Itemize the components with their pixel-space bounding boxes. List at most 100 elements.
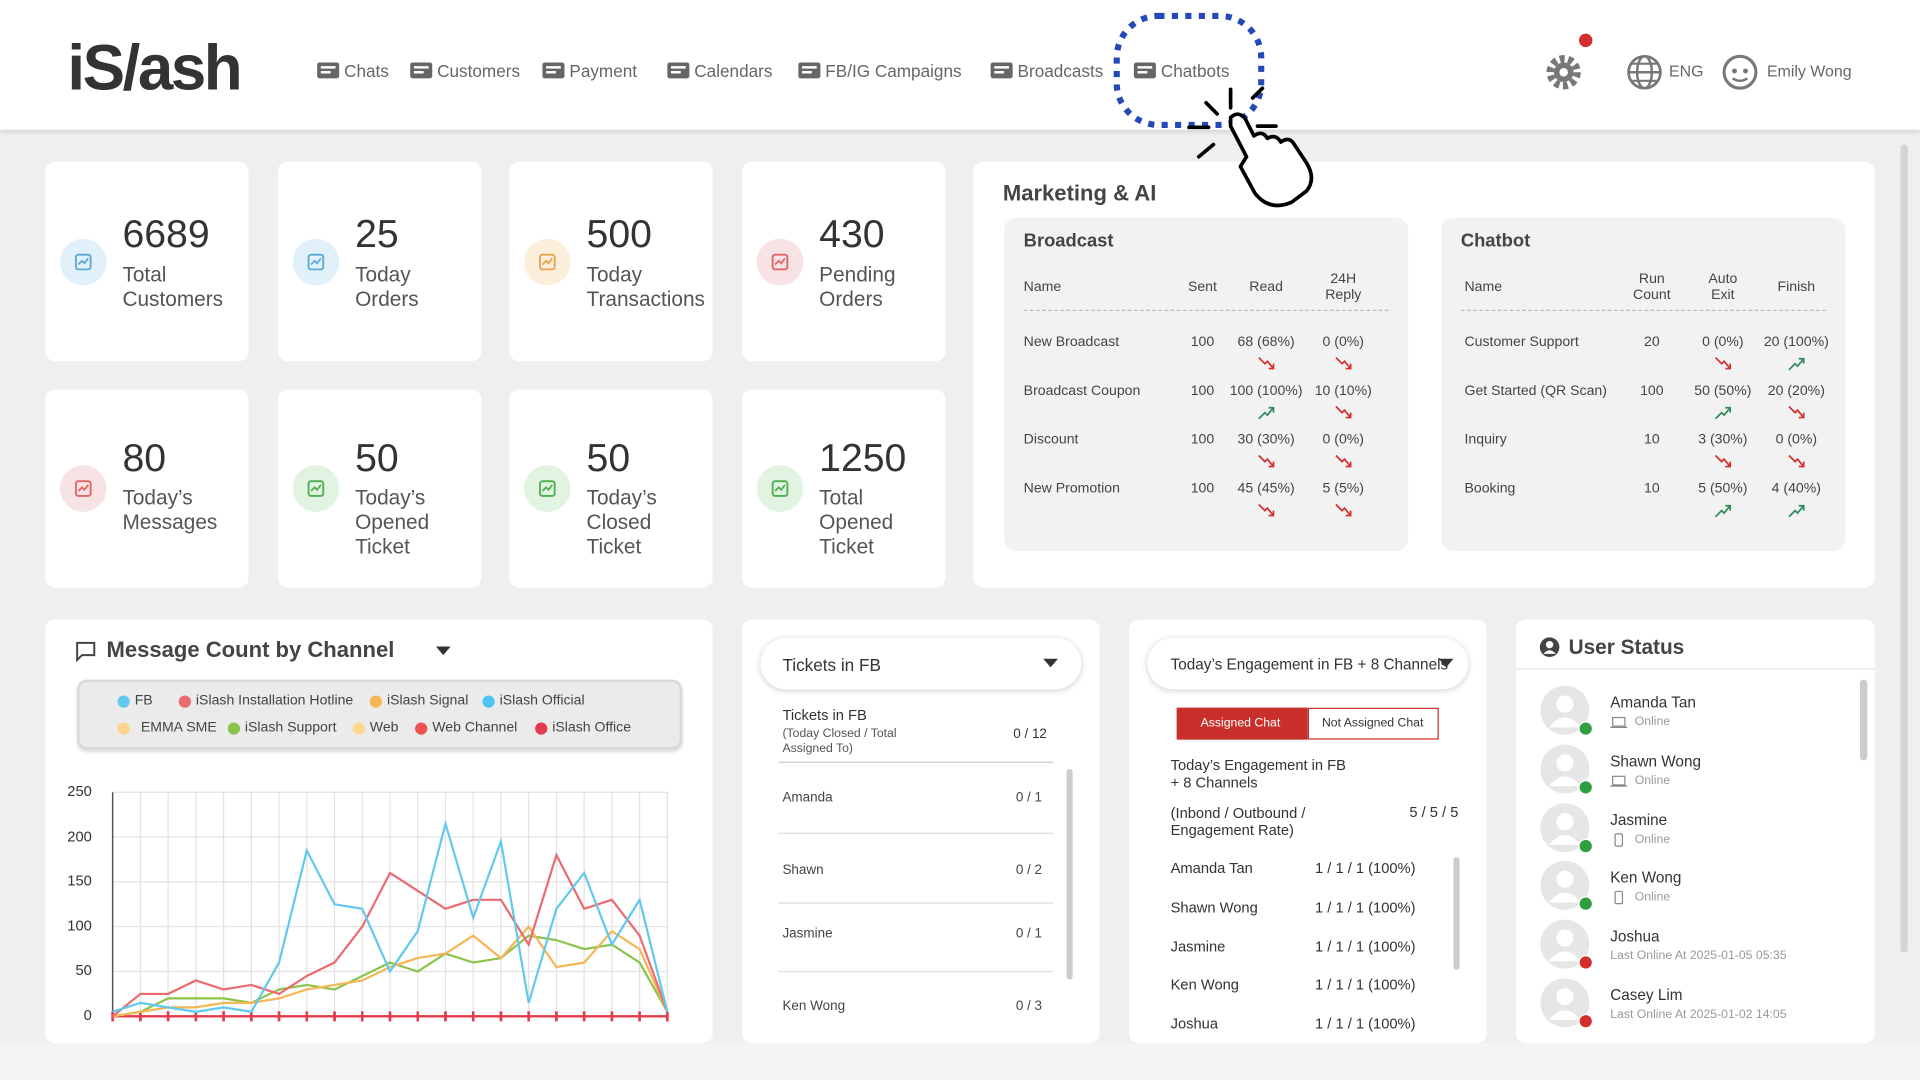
circle-shape xyxy=(1578,1013,1594,1029)
stat-value: 25 xyxy=(355,211,399,256)
table-cell: 20 (100%) xyxy=(1763,334,1829,350)
nav-icon xyxy=(542,62,565,79)
nav-icon xyxy=(317,62,340,79)
path-shape xyxy=(1714,406,1732,420)
legend-label[interactable]: Web Channel xyxy=(432,720,518,736)
path-shape xyxy=(1731,77,1749,83)
tab-not-assigned[interactable] xyxy=(1307,707,1439,740)
rect-shape xyxy=(307,480,325,497)
trend-down xyxy=(1788,454,1805,468)
agent-name: Jasmine xyxy=(1610,811,1668,829)
dropdown-caret xyxy=(435,646,451,656)
marketing-title: Marketing & AI xyxy=(1002,180,1157,206)
stat-label: Pending Orders xyxy=(819,263,896,312)
circle-shape xyxy=(1556,754,1574,772)
stat-label: Today Orders xyxy=(355,263,419,312)
engagement-dropdown[interactable] xyxy=(1147,637,1469,690)
path-shape xyxy=(1258,503,1275,517)
path-shape xyxy=(310,257,322,265)
engagement-agent: Shawn Wong xyxy=(1170,898,1258,916)
rect-shape xyxy=(410,62,433,79)
ticket-agent: Amanda xyxy=(782,790,833,806)
circle-shape xyxy=(482,695,495,708)
agent-name: Shawn Wong xyxy=(1610,752,1701,770)
nav-item[interactable]: Chatbots xyxy=(1160,61,1230,81)
table-cell: 50 (50%) xyxy=(1694,383,1752,399)
y-tick-label: 200 xyxy=(67,827,92,845)
y-tick-label: 0 xyxy=(83,1006,92,1024)
engagement-scrollbar[interactable] xyxy=(1453,857,1460,970)
path-shape xyxy=(1258,454,1275,468)
legend-label[interactable]: iSlash Signal xyxy=(386,693,469,709)
nav-item[interactable]: FB/IG Campaigns xyxy=(825,61,962,81)
table-cell: 100 (100%) xyxy=(1229,383,1303,399)
user-scrollbar[interactable] xyxy=(1860,679,1868,761)
path-shape xyxy=(541,257,553,265)
legend-label[interactable]: EMMA SME xyxy=(140,720,217,736)
stat-label: Today’s Closed Ticket xyxy=(586,486,657,559)
legend-label[interactable]: Web xyxy=(369,720,399,736)
legend-swatch xyxy=(178,695,192,708)
path-shape xyxy=(1788,357,1805,371)
path-shape xyxy=(1335,356,1352,370)
legend-label[interactable]: iSlash Installation Hotline xyxy=(195,693,354,709)
circle-shape xyxy=(1556,871,1574,889)
tickets-title: Tickets in FB xyxy=(782,706,867,724)
broadcast-title: Broadcast xyxy=(1023,230,1114,252)
tab-label: Assigned Chat xyxy=(1200,716,1281,731)
stat-icon xyxy=(756,238,804,285)
column-header: Auto Exit xyxy=(1708,271,1738,303)
chatbot-title: Chatbot xyxy=(1460,230,1531,252)
circle-shape xyxy=(1743,68,1748,74)
trend-down xyxy=(1714,454,1732,468)
stat-label: Total Opened Ticket xyxy=(819,486,894,559)
divider xyxy=(778,761,1054,763)
table-cell: 100 xyxy=(1190,383,1215,399)
legend-label[interactable]: iSlash Office xyxy=(552,720,632,736)
table-cell: Booking xyxy=(1464,481,1516,497)
rect-shape xyxy=(1612,716,1626,727)
table-cell: Inquiry xyxy=(1464,432,1507,448)
tickets-dropdown[interactable] xyxy=(760,637,1082,690)
user-name[interactable]: Emily Wong xyxy=(1766,61,1852,81)
legend-label[interactable]: iSlash Support xyxy=(244,720,337,736)
stat-label: Today’s Opened Ticket xyxy=(355,486,430,559)
nav-item[interactable]: Broadcasts xyxy=(1017,61,1104,81)
rect-shape xyxy=(1137,66,1153,69)
stat-icon xyxy=(60,238,107,285)
table-cell: 20 (20%) xyxy=(1767,383,1825,399)
tickets-scrollbar[interactable] xyxy=(1066,768,1073,980)
path-shape xyxy=(1335,454,1352,468)
nav-item[interactable]: Customers xyxy=(437,61,521,81)
tab-assigned[interactable] xyxy=(1176,707,1308,740)
trend-up xyxy=(1714,504,1732,518)
nav-item[interactable]: Chats xyxy=(344,61,389,81)
table-cell: 100 xyxy=(1190,481,1215,497)
table-cell: 0 (0%) xyxy=(1322,432,1365,448)
nav-item[interactable]: Payment xyxy=(569,61,638,81)
stat-value: 430 xyxy=(819,211,885,256)
divider xyxy=(778,902,1054,904)
ticket-count: 0 / 3 xyxy=(1015,998,1043,1014)
trend-up xyxy=(1714,406,1732,420)
legend-label[interactable]: iSlash Official xyxy=(499,693,585,709)
trend-down xyxy=(1335,454,1352,468)
circle-shape xyxy=(117,695,130,708)
device-icon xyxy=(1614,832,1624,847)
table-cell: 10 xyxy=(1644,481,1660,497)
legend-label[interactable]: FB xyxy=(134,693,153,709)
legend-swatch xyxy=(117,695,130,708)
path-shape xyxy=(1548,717,1581,728)
ticket-count: 0 / 1 xyxy=(1015,790,1043,806)
language[interactable]: ENG xyxy=(1668,61,1704,81)
path-shape xyxy=(310,484,322,492)
stat-label: Total Customers xyxy=(122,263,224,312)
user-status-title: User Status xyxy=(1568,635,1685,660)
rect-shape xyxy=(671,71,681,74)
page-scrollbar[interactable] xyxy=(1900,144,1908,953)
nav-item[interactable]: Calendars xyxy=(694,61,773,81)
agent-avatar xyxy=(1540,919,1590,969)
circle-shape xyxy=(1578,721,1594,736)
column-header: Sent xyxy=(1187,279,1217,295)
